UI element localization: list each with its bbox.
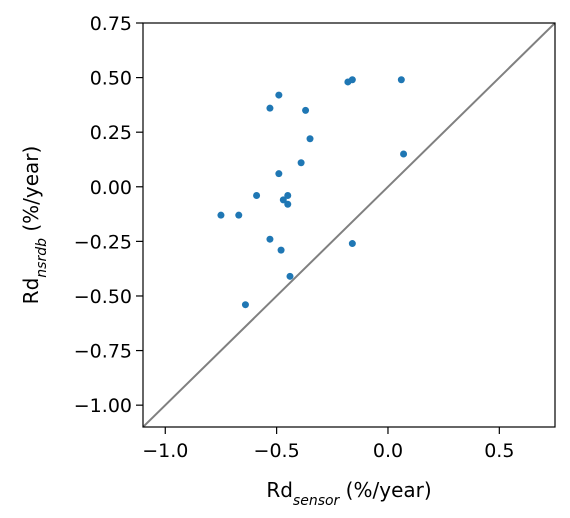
x-axis-label-unit: (%/year) <box>339 478 431 502</box>
y-tick-label: 0.25 <box>90 122 132 144</box>
y-tick-label: −1.00 <box>74 395 132 417</box>
x-tick-label: 0.0 <box>373 440 403 462</box>
y-tick-label: −0.75 <box>74 341 132 363</box>
data-point <box>241 301 249 309</box>
x-tick-label: −0.5 <box>254 440 300 462</box>
data-point <box>275 91 283 99</box>
y-tick-label: −0.25 <box>74 231 132 253</box>
plot-frame <box>142 22 556 428</box>
x-axis-label-subscript: sensor <box>293 493 341 509</box>
y-axis-label-base: Rd <box>19 278 43 305</box>
data-point <box>266 235 274 243</box>
data-point <box>297 159 305 167</box>
x-axis-label-base: Rd <box>266 478 293 502</box>
data-point <box>266 104 274 112</box>
data-point <box>284 192 292 200</box>
data-point <box>284 200 292 208</box>
y-axis-label: Rdnsrdb (%/year) <box>19 146 50 305</box>
data-point <box>306 135 314 143</box>
y-tick-label: 0.75 <box>90 13 132 35</box>
data-point <box>348 240 356 248</box>
y-axis-label-subscript: nsrdb <box>34 238 50 278</box>
data-point <box>400 150 408 158</box>
x-tick-label: −1.0 <box>142 440 188 462</box>
x-axis-label: Rdsensor (%/year) <box>266 478 431 509</box>
y-tick-label: 0.00 <box>90 177 132 199</box>
data-point <box>279 196 287 204</box>
y-axis-label-unit: (%/year) <box>19 146 43 238</box>
data-point <box>286 272 294 280</box>
data-point <box>397 76 405 84</box>
x-tick-label: 0.5 <box>484 440 514 462</box>
data-point <box>275 170 283 178</box>
y-tick-label: 0.50 <box>90 68 132 90</box>
data-point <box>217 211 225 219</box>
data-point <box>302 106 310 114</box>
data-point <box>253 192 261 200</box>
reference-line-y-equals-x <box>143 23 555 427</box>
y-tick-label: −0.50 <box>74 286 132 308</box>
data-point <box>235 211 243 219</box>
data-point <box>348 76 356 84</box>
data-point <box>277 246 285 254</box>
